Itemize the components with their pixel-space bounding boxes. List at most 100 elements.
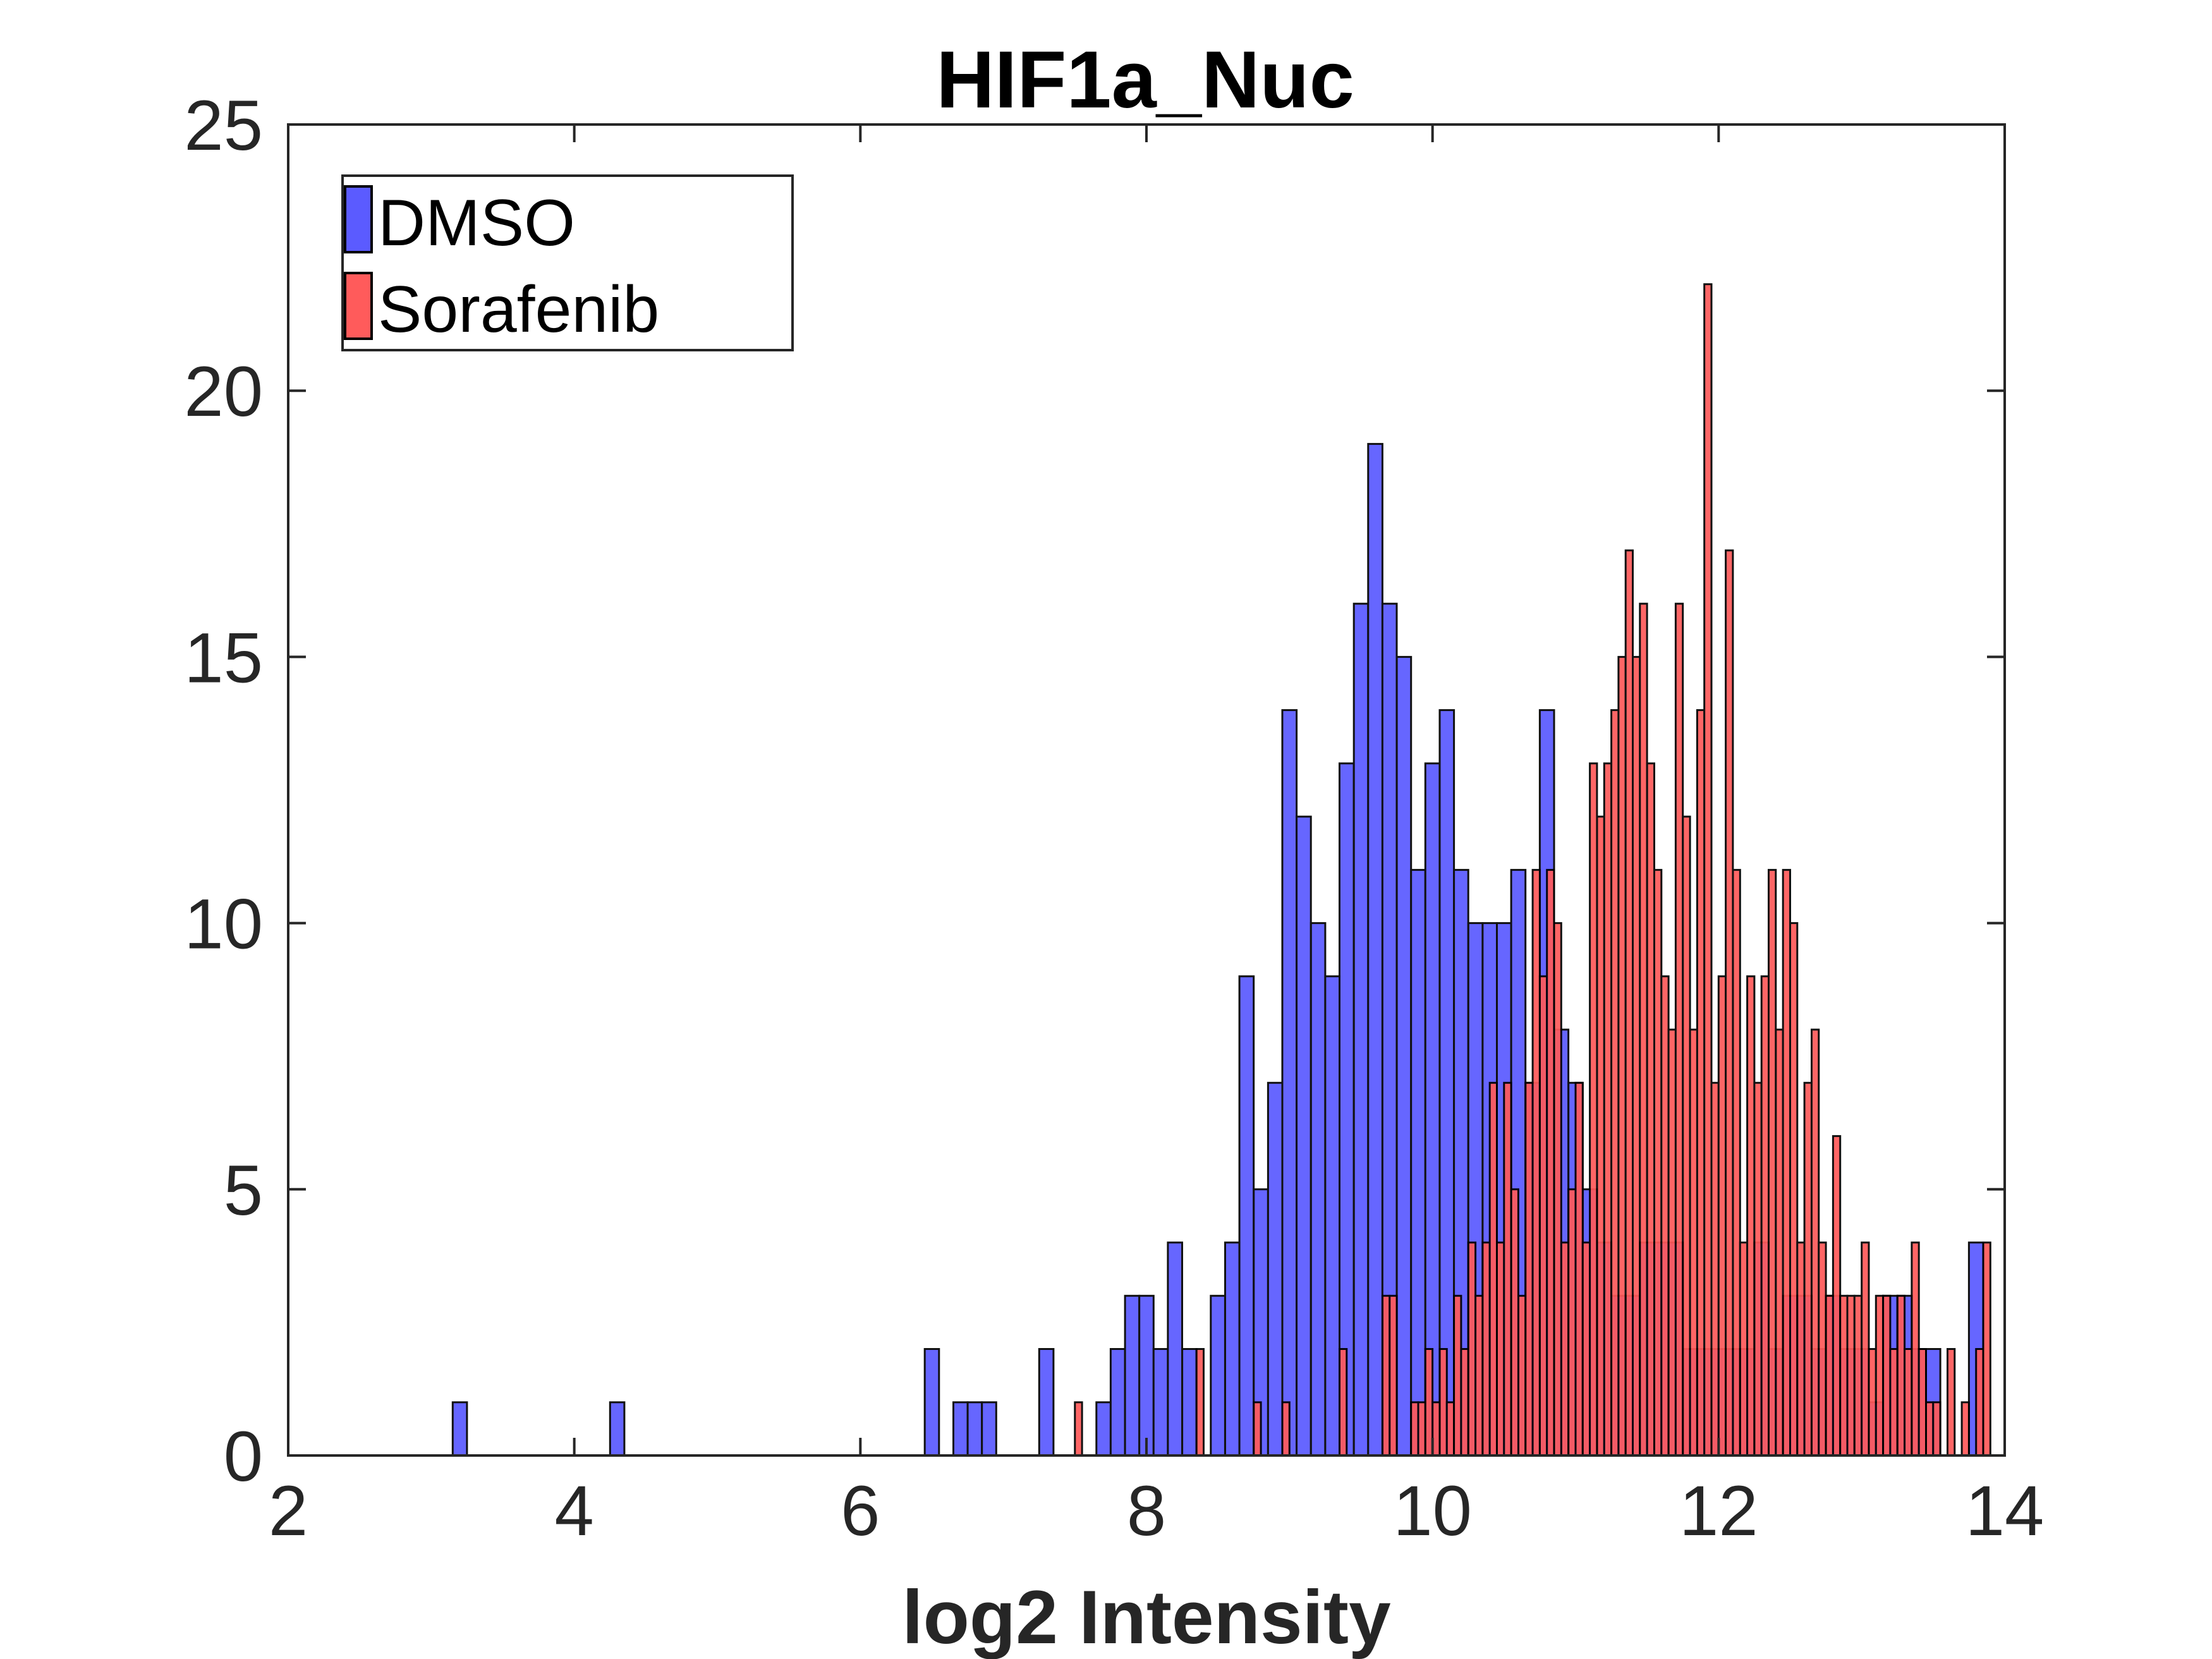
bar-sorafenib (1825, 1294, 1834, 1457)
bar-sorafenib (1882, 1294, 1892, 1457)
bar-sorafenib (1782, 868, 1791, 1457)
bar-sorafenib (1917, 1348, 1927, 1457)
legend-box (341, 174, 794, 351)
x-tick-label: 2 (269, 1471, 308, 1550)
bar-sorafenib (1889, 1348, 1899, 1457)
chart-title: HIF1a_Nuc (936, 35, 1354, 125)
bar-sorafenib (1789, 922, 1799, 1457)
bar-sorafenib (1660, 975, 1670, 1457)
bar-sorafenib (1667, 1028, 1677, 1457)
bar-sorafenib (1696, 709, 1706, 1457)
bar-sorafenib (1982, 1241, 1991, 1457)
bar-sorafenib (1524, 1081, 1534, 1457)
bar-sorafenib (1846, 1294, 1856, 1457)
bar-sorafenib (1195, 1348, 1205, 1457)
bar-dmso (1109, 1348, 1126, 1457)
bar-sorafenib (1868, 1348, 1877, 1457)
x-tick-label: 8 (1127, 1471, 1166, 1550)
bar-sorafenib (1596, 815, 1605, 1457)
bar-sorafenib (1811, 1028, 1820, 1457)
bar-sorafenib (1768, 868, 1777, 1457)
bar-sorafenib (1624, 549, 1634, 1457)
bar-sorafenib (1574, 1081, 1584, 1457)
bar-sorafenib (1517, 1294, 1527, 1457)
bar-sorafenib (1689, 1028, 1698, 1457)
bar-sorafenib (1253, 1401, 1262, 1457)
bar-sorafenib (1538, 975, 1548, 1457)
bar-sorafenib (1438, 1348, 1448, 1457)
legend-swatch-dmso (344, 185, 373, 253)
bar-dmso (981, 1401, 997, 1457)
bar-sorafenib (1453, 1294, 1462, 1457)
bar-sorafenib (1339, 1348, 1348, 1457)
bar-sorafenib (1746, 975, 1756, 1457)
bar-sorafenib (1861, 1241, 1870, 1457)
legend-label-dmso: DMSO (378, 186, 575, 260)
bar-sorafenib (1553, 922, 1562, 1457)
x-tick-label: 14 (1966, 1471, 2045, 1550)
bar-sorafenib (1925, 1401, 1935, 1457)
bar-dmso (966, 1401, 983, 1457)
bar-sorafenib (1775, 1028, 1784, 1457)
bar-dmso (1352, 602, 1370, 1457)
bar-sorafenib (1474, 1294, 1484, 1457)
bar-dmso (923, 1348, 940, 1457)
bar-sorafenib (1488, 1081, 1498, 1457)
bar-dmso (1224, 1241, 1241, 1457)
bar-sorafenib (1496, 1241, 1505, 1457)
bar-sorafenib (1531, 868, 1541, 1457)
x-tick-label: 4 (555, 1471, 594, 1550)
bar-sorafenib (1710, 1081, 1720, 1457)
bar-sorafenib (1074, 1401, 1083, 1457)
bar-sorafenib (1818, 1241, 1827, 1457)
bar-sorafenib (1567, 1188, 1577, 1457)
bar-sorafenib (1875, 1294, 1885, 1457)
bar-sorafenib (1975, 1348, 1984, 1457)
bar-sorafenib (1732, 868, 1741, 1457)
bar-sorafenib (1410, 1401, 1419, 1457)
bar-sorafenib (1717, 975, 1727, 1457)
bar-dmso (1324, 975, 1340, 1457)
bar-sorafenib (1803, 1081, 1813, 1457)
x-tick-label: 10 (1393, 1471, 1472, 1550)
bar-sorafenib (1581, 1241, 1591, 1457)
bar-sorafenib (1639, 602, 1648, 1457)
bar-dmso (1281, 709, 1298, 1457)
bar-sorafenib (1896, 1294, 1906, 1457)
bar-dmso (1138, 1294, 1155, 1457)
y-tick-label: 5 (224, 1151, 263, 1230)
bar-dmso (1038, 1348, 1055, 1457)
bar-dmso (1438, 709, 1455, 1457)
bar-sorafenib (1839, 1294, 1849, 1457)
bar-sorafenib (1760, 975, 1770, 1457)
bar-sorafenib (1382, 1294, 1391, 1457)
y-tick-label: 0 (224, 1417, 263, 1496)
bar-sorafenib (1510, 1188, 1519, 1457)
x-tick-label: 6 (841, 1471, 880, 1550)
bar-sorafenib (1653, 868, 1663, 1457)
bar-dmso (1296, 815, 1312, 1457)
bar-sorafenib (1389, 1294, 1398, 1457)
bar-sorafenib (1646, 762, 1655, 1457)
bar-sorafenib (1703, 283, 1713, 1457)
bar-sorafenib (1853, 1294, 1863, 1457)
bar-sorafenib (1832, 1135, 1842, 1457)
bar-dmso (1267, 1081, 1284, 1457)
bar-dmso (1210, 1294, 1226, 1457)
bar-dmso (1310, 922, 1327, 1457)
bar-dmso (1410, 868, 1426, 1457)
x-tick-label: 12 (1679, 1471, 1758, 1550)
bar-sorafenib (1589, 762, 1598, 1457)
bar-dmso (1095, 1401, 1112, 1457)
bar-sorafenib (1682, 815, 1691, 1457)
bar-dmso (609, 1401, 626, 1457)
series-sorafenib (1074, 283, 1991, 1457)
y-tick-label: 20 (184, 352, 263, 431)
bar-sorafenib (1467, 1241, 1477, 1457)
bar-sorafenib (1796, 1241, 1806, 1457)
bar-sorafenib (1739, 1241, 1749, 1457)
bar-sorafenib (1617, 655, 1627, 1457)
bar-dmso (1181, 1348, 1198, 1457)
y-tick-label: 10 (184, 885, 263, 964)
